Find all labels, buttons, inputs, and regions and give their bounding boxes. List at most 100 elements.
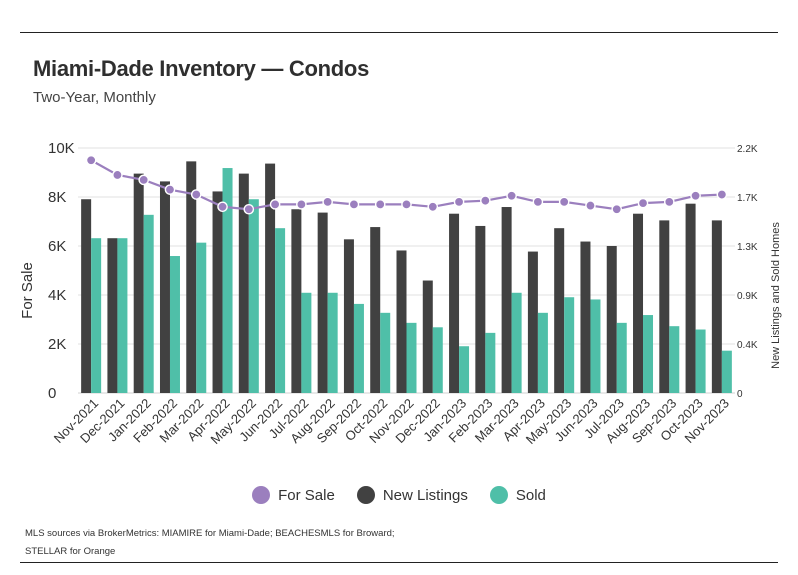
bar-new-listings [501,207,512,393]
bar-sold [275,228,286,393]
point-for-sale [506,190,517,202]
bar-new-listings [265,163,276,393]
bar-sold [301,292,312,393]
bar-new-listings [238,173,249,393]
y-tick-label-right: 1.3K [737,242,758,253]
bar-sold [590,299,601,393]
bar-new-listings [711,220,722,393]
legend-swatch-sold [489,486,508,504]
point-for-sale [558,196,570,208]
y-tick-label-left: 0 [48,385,56,402]
bar-sold [459,346,470,393]
bar-new-listings [633,213,644,393]
source-note-line-2: STELLAR for Orange [25,546,116,557]
bar-new-listings [606,246,617,393]
point-for-sale [716,189,728,200]
point-for-sale [164,184,176,195]
bar-new-listings [291,209,302,393]
point-for-sale [453,196,465,208]
bar-sold [537,312,548,393]
point-for-sale [296,199,307,210]
legend-swatch-for-sale [252,486,271,504]
point-for-sale [112,169,123,181]
y-tick-label-left: 2K [48,336,66,353]
bar-sold [353,303,364,393]
bar-new-listings [212,191,223,393]
bar-new-listings [81,199,92,393]
point-for-sale [427,201,439,213]
bar-new-listings [370,227,381,393]
bar-sold [511,292,522,393]
legend-label-new-listings: New Listings [382,486,468,504]
legend-label-for-sale: For Sale [278,486,335,504]
source-note-line-1: MLS sources via BrokerMetrics: MIAMIRE f… [25,528,395,539]
bottom-rule [20,562,778,563]
bar-sold [327,292,338,393]
bar-sold [485,332,496,393]
bar-sold [564,297,575,393]
y-axis-title-left: For Sale [19,262,36,319]
bar-sold [695,329,706,393]
bar-sold [248,199,259,393]
legend-item-new-listings: New Listings [356,486,468,504]
bar-sold [380,312,391,393]
bar-sold [432,327,443,393]
point-for-sale [611,203,623,215]
bar-new-listings [159,181,170,393]
y-tick-label-right: 0 [737,389,743,400]
y-tick-label-right: 0.4K [737,340,758,351]
bar-sold [721,350,732,393]
bar-new-listings [343,239,354,393]
bar-sold [669,326,680,393]
bar-sold [117,238,128,393]
point-for-sale [217,201,228,213]
y-tick-label-right: 1.7K [737,193,758,204]
bar-new-listings [317,212,328,393]
point-for-sale [138,174,149,186]
chart-subtitle: Two-Year, Monthly [33,89,156,106]
bar-sold [616,322,627,393]
legend-swatch-new-listings [356,486,375,504]
point-for-sale [480,195,491,206]
bar-new-listings [475,225,486,393]
chart-legend: For Sale New Listings Sold [0,486,798,504]
y-tick-label-left: 6K [48,238,66,255]
bar-sold [143,214,154,393]
legend-item-sold: Sold [489,486,546,504]
point-for-sale [322,196,333,208]
chart-title: Miami-Dade Inventory — Condos [33,56,370,81]
point-for-sale [190,189,202,200]
chart-canvas: 0 0 2K 0.4K 4K 0.9K 6K 1.3K 8K 1.7K 10K 2.2K For Sal… [19,140,782,447]
legend-label-sold: Sold [515,486,546,504]
point-for-sale [690,190,701,202]
point-for-sale [85,154,97,166]
y-tick-label-left: 4K [48,287,66,304]
point-for-sale [243,203,255,215]
y-tick-label-right: 2.2K [737,144,758,155]
bar-new-listings [396,250,407,393]
bar-sold [91,238,102,393]
bar-new-listings [554,228,565,393]
bar-sold [222,168,233,393]
y-tick-label-left: 10K [48,140,75,157]
point-for-sale [532,196,544,208]
top-rule [20,32,778,33]
bar-sold [196,242,207,393]
bar-new-listings [449,213,460,393]
point-for-sale [269,199,281,210]
bar-new-listings [527,251,538,393]
bar-new-listings [133,173,144,393]
bar-new-listings [107,238,118,393]
y-tick-label-left: 8K [48,189,66,206]
point-for-sale [374,199,386,210]
legend-item-for-sale: For Sale [252,486,335,504]
bar-new-listings [186,161,197,393]
point-for-sale [664,196,675,208]
bar-sold [406,322,417,393]
bar-sold [169,256,180,393]
y-tick-label-right: 0.9K [737,291,758,302]
bar-new-listings [685,203,696,393]
bar-new-listings [422,280,433,393]
point-for-sale [637,197,649,209]
bar-sold [643,315,654,393]
